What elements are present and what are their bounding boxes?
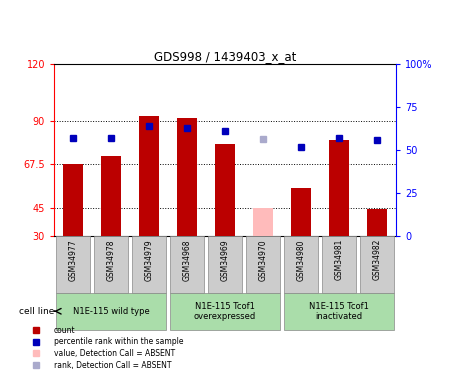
- Text: N1E-115 Tcof1
inactivated: N1E-115 Tcof1 inactivated: [309, 302, 369, 321]
- Text: N1E-115 Tcof1
overexpressed: N1E-115 Tcof1 overexpressed: [194, 302, 256, 321]
- Text: GSM34977: GSM34977: [68, 239, 77, 280]
- Text: GSM34968: GSM34968: [183, 239, 192, 280]
- Text: GSM34978: GSM34978: [107, 239, 116, 280]
- Bar: [246, 236, 280, 292]
- Text: GSM34981: GSM34981: [334, 239, 343, 280]
- Text: GSM34970: GSM34970: [258, 239, 267, 280]
- Bar: [100, 156, 122, 236]
- Bar: [284, 236, 318, 292]
- Text: GSM34969: GSM34969: [220, 239, 230, 280]
- Text: cell line: cell line: [19, 307, 55, 316]
- Bar: [322, 236, 356, 292]
- Bar: [56, 292, 166, 330]
- Bar: [139, 116, 159, 236]
- Bar: [208, 236, 242, 292]
- Bar: [132, 236, 166, 292]
- Bar: [291, 188, 311, 236]
- Title: GDS998 / 1439403_x_at: GDS998 / 1439403_x_at: [154, 50, 296, 63]
- Text: percentile rank within the sample: percentile rank within the sample: [54, 338, 184, 346]
- Bar: [56, 236, 90, 292]
- Bar: [63, 164, 83, 236]
- Text: GSM34982: GSM34982: [373, 239, 382, 280]
- Bar: [328, 140, 350, 236]
- Text: count: count: [54, 326, 76, 335]
- Bar: [215, 144, 235, 236]
- Bar: [94, 236, 128, 292]
- Bar: [367, 209, 387, 236]
- Bar: [170, 236, 204, 292]
- Bar: [284, 292, 394, 330]
- Bar: [252, 209, 274, 236]
- Text: GSM34979: GSM34979: [144, 239, 153, 280]
- Text: N1E-115 wild type: N1E-115 wild type: [72, 307, 149, 316]
- Bar: [360, 236, 394, 292]
- Text: rank, Detection Call = ABSENT: rank, Detection Call = ABSENT: [54, 360, 171, 369]
- Text: GSM34980: GSM34980: [297, 239, 306, 280]
- Bar: [176, 118, 198, 236]
- Text: value, Detection Call = ABSENT: value, Detection Call = ABSENT: [54, 349, 175, 358]
- Bar: [170, 292, 280, 330]
